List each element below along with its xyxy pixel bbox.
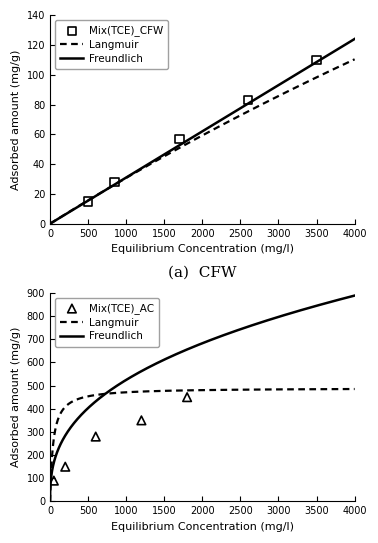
Freundlich — [82, 408, 87, 414]
Y-axis label: Adsorbed amount (mg/g): Adsorbed amount (mg/g) — [11, 327, 21, 468]
Langmuir — [352, 56, 357, 62]
Langmuir — [178, 144, 182, 151]
Mix(TCE)_CFW — [177, 135, 183, 143]
Langmuir — [101, 188, 105, 195]
Langmuir — [82, 199, 87, 206]
Line: Langmuir: Langmuir — [50, 389, 355, 502]
Mix(TCE)_AC — [93, 432, 99, 441]
Freundlich — [101, 188, 105, 195]
Freundlich — [101, 393, 105, 399]
Mix(TCE)_AC — [138, 416, 144, 425]
Freundlich — [346, 39, 351, 46]
Mix(TCE)_CFW — [112, 178, 118, 186]
Langmuir — [164, 388, 169, 394]
Freundlich — [48, 220, 52, 227]
Freundlich — [352, 292, 357, 299]
Legend: Mix(TCE)_CFW, Langmuir, Freundlich: Mix(TCE)_CFW, Langmuir, Freundlich — [55, 20, 168, 69]
Langmuir — [178, 387, 182, 394]
Mix(TCE)_AC — [62, 462, 68, 471]
Freundlich — [314, 59, 318, 66]
Freundlich — [178, 349, 182, 356]
Freundlich — [314, 302, 318, 309]
Langmuir — [48, 220, 52, 227]
Line: Langmuir: Langmuir — [50, 59, 355, 224]
Langmuir — [48, 498, 52, 505]
Langmuir — [164, 151, 169, 158]
Langmuir — [82, 394, 87, 400]
Freundlich — [352, 36, 357, 42]
Mix(TCE)_CFW — [245, 96, 251, 104]
Freundlich — [82, 199, 87, 206]
Mix(TCE)_CFW — [85, 197, 91, 206]
Freundlich — [164, 150, 169, 156]
X-axis label: Equilibrium Concentration (mg/l): Equilibrium Concentration (mg/l) — [111, 522, 294, 532]
Line: Freundlich: Freundlich — [50, 39, 355, 224]
Line: Freundlich: Freundlich — [50, 295, 355, 502]
X-axis label: Equilibrium Concentration (mg/l): Equilibrium Concentration (mg/l) — [111, 244, 294, 254]
Langmuir — [352, 386, 357, 392]
Mix(TCE)_AC — [51, 476, 57, 485]
Freundlich — [164, 355, 169, 362]
Langmuir — [346, 386, 351, 392]
Mix(TCE)_AC — [184, 393, 190, 401]
Langmuir — [101, 391, 105, 397]
Langmuir — [314, 74, 318, 81]
Langmuir — [346, 59, 351, 65]
Freundlich — [346, 294, 351, 300]
Y-axis label: Adsorbed amount (mg/g): Adsorbed amount (mg/g) — [11, 49, 21, 190]
Text: (a)  CFW: (a) CFW — [168, 266, 237, 280]
Langmuir — [314, 386, 318, 393]
Freundlich — [48, 498, 52, 505]
Legend: Mix(TCE)_AC, Langmuir, Freundlich: Mix(TCE)_AC, Langmuir, Freundlich — [55, 298, 159, 346]
Mix(TCE)_CFW — [313, 55, 319, 64]
Freundlich — [178, 142, 182, 148]
